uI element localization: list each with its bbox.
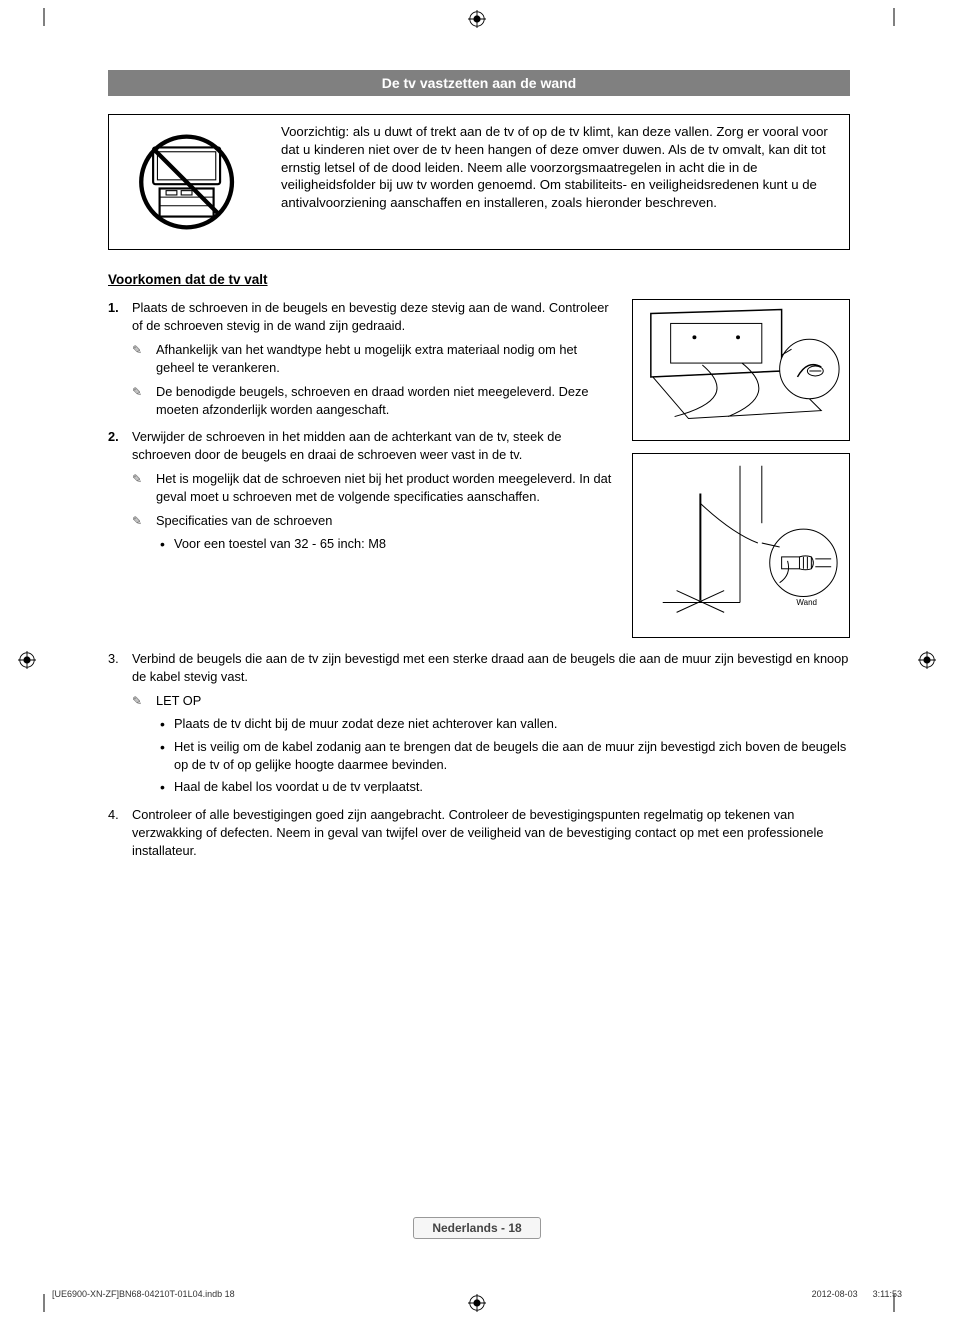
step-2-note: Specificaties van de schroeven Voor een …: [132, 512, 614, 553]
step-2-note: Het is mogelijk dat de schroeven niet bi…: [132, 470, 614, 506]
lang-page-badge: Nederlands - 18: [413, 1217, 540, 1239]
step-4-text: Controleer of alle bevestigingen goed zi…: [132, 807, 823, 858]
letop-label: LET OP: [156, 693, 201, 708]
screw-spec: Voor een toestel van 32 - 65 inch: M8: [156, 535, 614, 553]
tv-wall-bracket-diagram: [632, 299, 850, 441]
letop-bullet: Plaats de tv dicht bij de muur zodat dez…: [156, 715, 850, 733]
step-3-marker: 3.: [108, 650, 119, 668]
step-3-letop: LET OP Plaats de tv dicht bij de muur zo…: [132, 692, 850, 797]
no-climb-tv-icon: [117, 123, 267, 241]
wall-anchor-diagram: Wand: [632, 453, 850, 638]
step-1-note: De benodigde beugels, schroeven en draad…: [132, 383, 614, 419]
step-2-text: Verwijder de schroeven in het midden aan…: [132, 429, 561, 462]
print-timestamp: 2012-08-03 3:11:53: [812, 1289, 902, 1299]
section-title: De tv vastzetten aan de wand: [108, 70, 850, 96]
registration-mark-icon: [468, 10, 486, 28]
step-2: Verwijder de schroeven in het midden aan…: [108, 428, 614, 552]
registration-mark-icon: [18, 651, 36, 669]
print-file-name: [UE6900-XN-ZF]BN68-04210T-01L04.indb 18: [52, 1289, 235, 1299]
print-meta: [UE6900-XN-ZF]BN68-04210T-01L04.indb 18 …: [52, 1289, 902, 1299]
step-1-note: Afhankelijk van het wandtype hebt u moge…: [132, 341, 614, 377]
caution-box: Voorzichtig: als u duwt of trekt aan de …: [108, 114, 850, 250]
step-2-note-label: Specificaties van de schroeven: [156, 513, 332, 528]
page-footer-lang: Nederlands - 18: [0, 1217, 954, 1239]
step-4: 4. Controleer of alle bevestigingen goed…: [108, 806, 850, 860]
caution-text: Voorzichtig: als u duwt of trekt aan de …: [281, 123, 841, 241]
step-4-marker: 4.: [108, 806, 119, 824]
step-3: 3. Verbind de beugels die aan de tv zijn…: [108, 650, 850, 796]
step-1: Plaats de schroeven in de beugels en bev…: [108, 299, 614, 418]
registration-mark-icon: [918, 651, 936, 669]
letop-bullet: Haal de kabel los voordat u de tv verpla…: [156, 778, 850, 796]
step-1-text: Plaats de schroeven in de beugels en bev…: [132, 300, 609, 333]
wand-label: Wand: [796, 598, 817, 607]
subheading: Voorkomen dat de tv valt: [108, 272, 850, 287]
letop-bullet: Het is veilig om de kabel zodanig aan te…: [156, 738, 850, 774]
step-3-text: Verbind de beugels die aan de tv zijn be…: [132, 651, 848, 684]
